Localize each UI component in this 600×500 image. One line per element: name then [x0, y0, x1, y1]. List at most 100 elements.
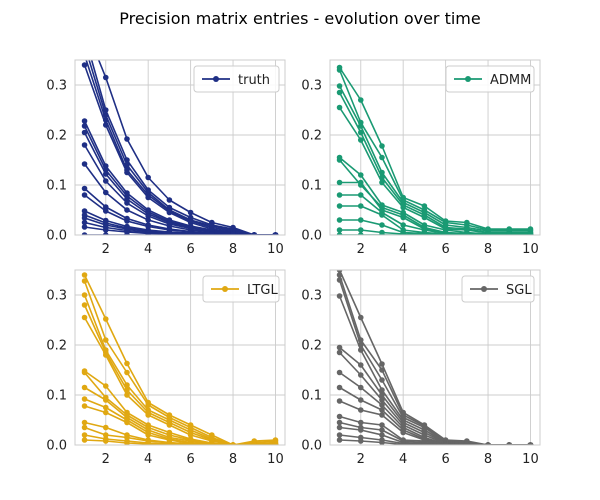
data-point [336, 227, 343, 233]
data-point [81, 384, 88, 391]
data-point [102, 397, 109, 403]
y-tick-label: 0.1 [301, 179, 322, 194]
data-point [230, 232, 236, 235]
data-point [357, 427, 364, 433]
data-point [442, 442, 449, 445]
data-point [82, 32, 88, 38]
data-point [400, 222, 406, 228]
data-point [336, 192, 343, 198]
series-line [338, 270, 531, 445]
data-point [400, 204, 406, 211]
data-point [336, 104, 343, 111]
data-point [81, 302, 88, 308]
x-tick-label: 6 [441, 242, 449, 257]
data-point [81, 215, 88, 221]
data-point [357, 192, 364, 198]
data-point [124, 207, 130, 213]
legend-label: ADMM [490, 73, 531, 88]
data-point [102, 432, 109, 438]
data-point [187, 232, 194, 235]
data-point [357, 397, 364, 403]
data-point [124, 392, 130, 398]
data-point [124, 440, 130, 445]
data-point [82, 42, 88, 48]
series-line [83, 371, 276, 445]
y-tick-label: 0.1 [46, 389, 67, 404]
data-point [81, 403, 88, 409]
data-point [124, 200, 130, 206]
data-point [81, 185, 88, 192]
data-point [336, 157, 343, 163]
data-point [166, 232, 173, 235]
data-point [102, 74, 109, 81]
data-point [379, 432, 385, 438]
data-point [357, 347, 364, 353]
x-tick-label: 4 [399, 242, 407, 257]
y-tick-label: 0.1 [46, 179, 67, 194]
data-point [81, 192, 88, 198]
figure-title: Precision matrix entries - evolution ove… [119, 9, 480, 28]
data-point [102, 232, 109, 235]
data-point [145, 441, 151, 445]
data-point [187, 432, 194, 438]
data-point [336, 349, 343, 356]
data-point [336, 277, 343, 283]
x-tick-label: 10 [522, 242, 539, 257]
data-point [357, 232, 364, 235]
data-point [357, 172, 364, 178]
data-point [379, 367, 385, 373]
data-point [81, 419, 88, 426]
series-line [338, 279, 531, 445]
legend-marker [465, 76, 471, 82]
data-point [145, 194, 151, 201]
data-point [400, 429, 406, 436]
data-point [145, 412, 151, 418]
data-point [124, 218, 130, 224]
data-point [336, 437, 343, 443]
data-point [357, 227, 364, 233]
data-point [379, 402, 385, 408]
data-point [336, 398, 343, 404]
series-line [339, 194, 531, 235]
data-point [166, 422, 173, 428]
data-point [421, 203, 428, 209]
data-point [357, 217, 364, 223]
data-point [81, 424, 88, 431]
data-point [336, 419, 343, 426]
data-point [527, 442, 534, 445]
data-point [187, 209, 194, 216]
data-point [336, 232, 343, 235]
data-point [421, 442, 428, 445]
series-line [84, 398, 276, 445]
data-point [421, 214, 428, 221]
x-tick-label: 10 [267, 242, 284, 257]
data-point [166, 209, 173, 216]
axes-frame [329, 59, 541, 236]
data-point [357, 137, 364, 143]
data-point [82, 52, 88, 58]
data-point [124, 419, 130, 426]
series-line [84, 405, 276, 445]
data-point [81, 272, 88, 278]
data-point [81, 118, 88, 124]
data-point [81, 208, 88, 214]
data-point [379, 407, 385, 413]
x-tick-label: 6 [186, 242, 194, 257]
y-tick-label: 0.2 [301, 129, 322, 144]
series-line [338, 107, 531, 234]
data-point [357, 97, 364, 103]
x-tick-label: 6 [441, 452, 449, 467]
data-point [124, 136, 130, 142]
data-point [357, 203, 364, 209]
x-tick-label: 6 [186, 452, 194, 467]
x-tick-label: 4 [399, 452, 407, 467]
x-tick-label: 10 [522, 452, 539, 467]
data-point [379, 361, 385, 367]
x-tick-label: 4 [144, 242, 152, 257]
data-point [464, 232, 470, 235]
data-point [81, 123, 88, 129]
data-point [102, 122, 109, 128]
data-point [379, 143, 385, 149]
data-point [81, 437, 88, 443]
